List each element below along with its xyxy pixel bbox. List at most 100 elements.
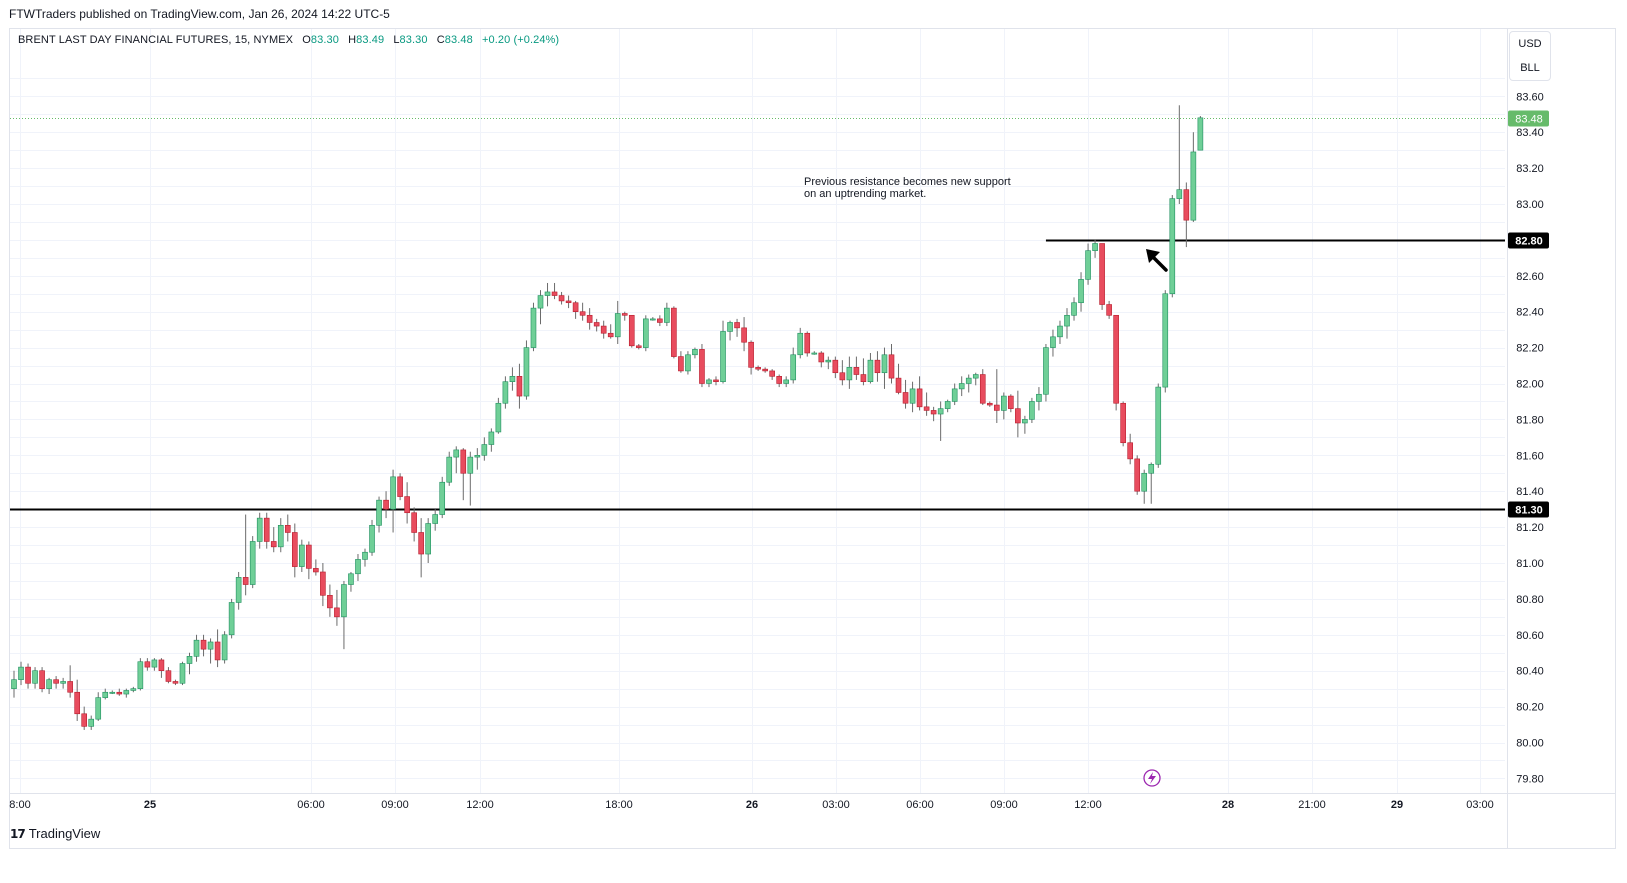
candle-up[interactable] <box>432 514 439 524</box>
candle-down[interactable] <box>769 370 775 377</box>
candle-up[interactable] <box>348 573 354 585</box>
candle-down[interactable] <box>755 367 761 370</box>
candle-down[interactable] <box>776 376 782 384</box>
candle-down[interactable] <box>600 325 607 334</box>
candle-down[interactable] <box>621 313 628 316</box>
candle-up[interactable] <box>614 313 621 338</box>
candle-down[interactable] <box>53 679 59 684</box>
candle-up[interactable] <box>355 559 361 575</box>
candle-down[interactable] <box>741 327 747 343</box>
candle-up[interactable] <box>137 661 144 689</box>
candle-up[interactable] <box>1057 325 1063 338</box>
candle-down[interactable] <box>404 496 410 514</box>
candle-up[interactable] <box>706 379 712 384</box>
candle-up[interactable] <box>123 690 130 695</box>
candle-down[interactable] <box>579 311 586 316</box>
candle-up[interactable] <box>467 456 474 474</box>
candle-down[interactable] <box>263 517 270 542</box>
candle-up[interactable] <box>1043 347 1049 395</box>
candle-down[interactable] <box>116 691 123 695</box>
candle-up[interactable] <box>439 481 446 515</box>
candle-up[interactable] <box>530 307 537 348</box>
candle-up[interactable] <box>1155 386 1162 465</box>
candle-up[interactable] <box>537 295 544 309</box>
candle-down[interactable] <box>902 392 909 404</box>
candle-up[interactable] <box>846 367 853 381</box>
candle-up[interactable] <box>249 541 256 585</box>
candle-up[interactable] <box>425 523 431 555</box>
candle-up[interactable] <box>1169 198 1176 295</box>
candle-down[interactable] <box>979 374 986 404</box>
candle-down[interactable] <box>986 402 993 406</box>
candle-up[interactable] <box>867 359 874 383</box>
candle-down[interactable] <box>270 541 277 548</box>
candle-up[interactable] <box>1176 189 1183 199</box>
candle-down[interactable] <box>607 332 614 338</box>
candle-down[interactable] <box>165 670 172 682</box>
candle-down[interactable] <box>635 345 642 348</box>
candle-up[interactable] <box>692 349 698 356</box>
unit-button[interactable]: BLL <box>1520 62 1540 74</box>
candle-down[interactable] <box>699 349 705 384</box>
candle-down[interactable] <box>551 291 558 296</box>
candle-up[interactable] <box>1078 279 1084 304</box>
candle-down[interactable] <box>39 670 45 689</box>
candle-up[interactable] <box>909 388 916 404</box>
candle-up[interactable] <box>972 374 979 379</box>
candle-down[interactable] <box>839 372 846 381</box>
candle-up[interactable] <box>390 476 396 510</box>
candle-down[interactable] <box>657 318 663 323</box>
candle-up[interactable] <box>1071 302 1077 316</box>
candle-down[interactable] <box>558 295 565 302</box>
candle-down[interactable] <box>572 302 579 313</box>
candle-down[interactable] <box>242 577 249 585</box>
candle-down[interactable] <box>172 681 179 684</box>
candle-down[interactable] <box>327 595 333 609</box>
candle-down[interactable] <box>1099 243 1105 305</box>
candle-down[interactable] <box>678 356 684 372</box>
candle-down[interactable] <box>418 532 424 555</box>
candle-up[interactable] <box>523 347 530 397</box>
candle-up[interactable] <box>790 354 797 381</box>
chart-annotation[interactable]: Previous resistance becomes new support … <box>804 176 1011 200</box>
candle-down[interactable] <box>1008 395 1014 409</box>
candle-down[interactable] <box>81 713 87 727</box>
candle-up[interactable] <box>881 354 888 374</box>
candle-up[interactable] <box>1001 395 1007 411</box>
candle-down[interactable] <box>748 341 754 368</box>
candle-down[interactable] <box>214 641 221 661</box>
candle-down[interactable] <box>565 300 572 304</box>
candle-down[interactable] <box>888 354 895 379</box>
candle-up[interactable] <box>727 322 733 332</box>
candle-up[interactable] <box>151 659 158 668</box>
candle-up[interactable] <box>186 656 193 664</box>
candle-up[interactable] <box>369 525 375 553</box>
candle-up[interactable] <box>362 551 368 560</box>
candle-down[interactable] <box>586 314 593 323</box>
candle-down[interactable] <box>874 359 881 374</box>
candle-up[interactable] <box>502 381 509 404</box>
candle-down[interactable] <box>1113 314 1119 404</box>
candle-down[interactable] <box>671 307 677 357</box>
candle-up[interactable] <box>1022 419 1028 424</box>
candle-up[interactable] <box>1197 117 1204 151</box>
candle-up[interactable] <box>376 499 382 526</box>
candle-down[interactable] <box>916 388 923 408</box>
candle-down[interactable] <box>923 406 930 411</box>
candle-down[interactable] <box>200 639 207 650</box>
candle-up[interactable] <box>11 679 17 689</box>
candle-up[interactable] <box>1148 463 1155 474</box>
candle-up[interactable] <box>509 376 516 383</box>
candle-down[interactable] <box>74 691 80 715</box>
candle-up[interactable] <box>102 691 109 698</box>
candle-down[interactable] <box>306 544 312 569</box>
candle-down[interactable] <box>67 681 73 693</box>
candle-up[interactable] <box>1190 151 1197 221</box>
candle-up[interactable] <box>951 388 958 402</box>
candle-down[interactable] <box>25 666 31 684</box>
candle-down[interactable] <box>1120 402 1126 444</box>
symbol-label[interactable]: BRENT LAST DAY FINANCIAL FUTURES, 15, NY… <box>18 34 294 46</box>
candle-up[interactable] <box>130 688 137 691</box>
candle-up[interactable] <box>1085 250 1091 280</box>
